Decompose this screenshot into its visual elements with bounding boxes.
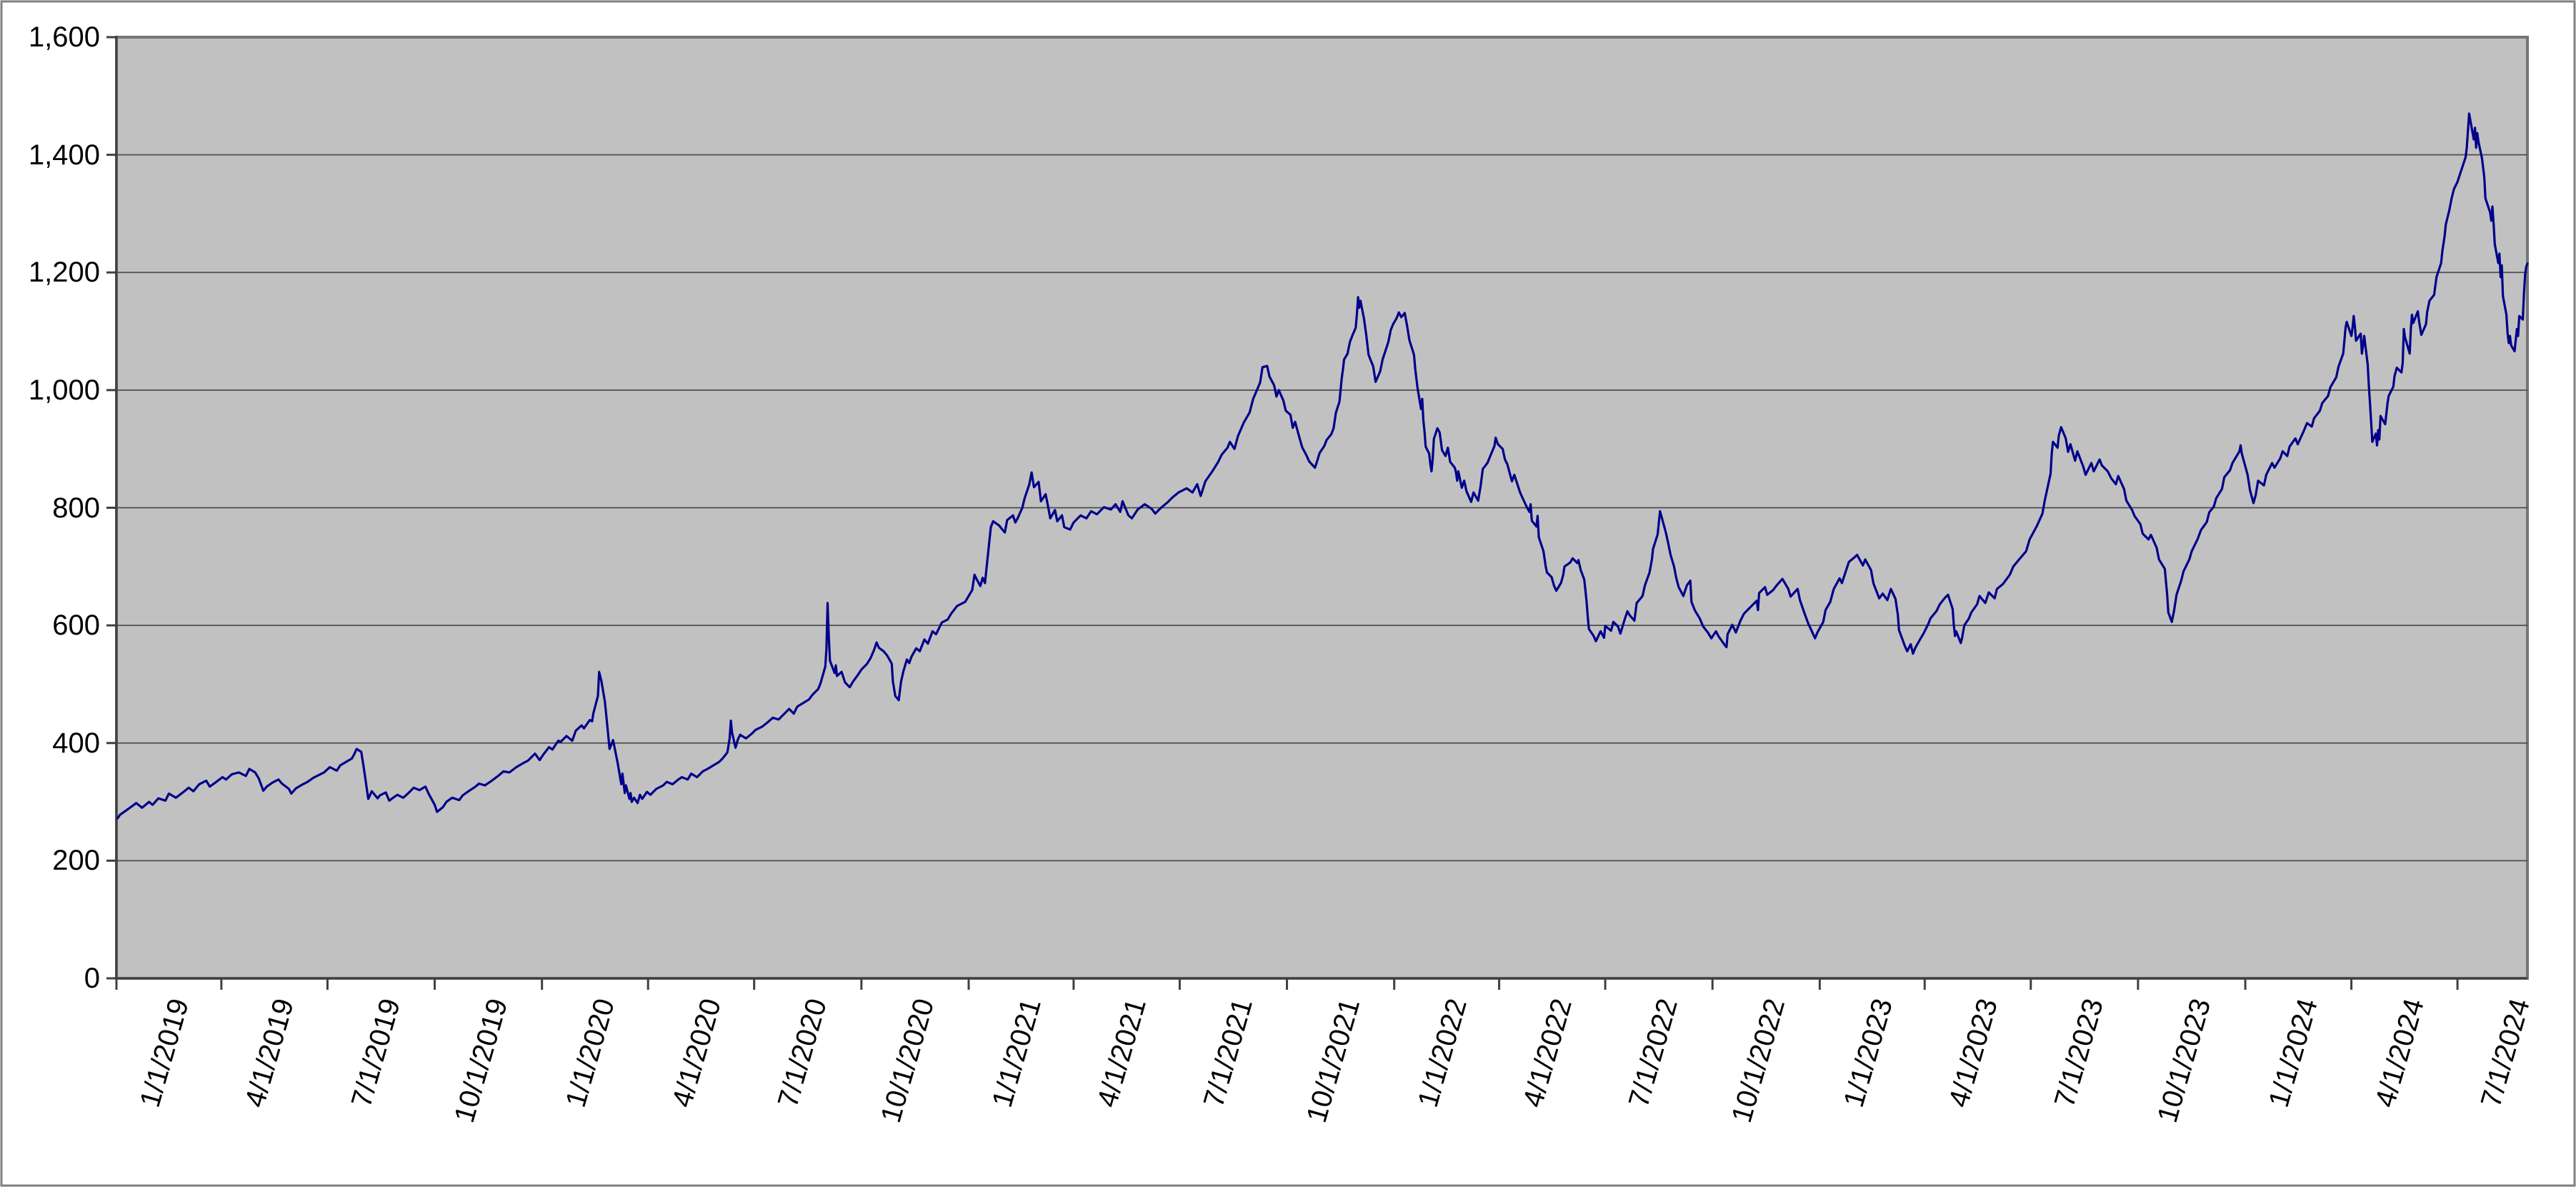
- y-axis-ticks: [106, 36, 116, 980]
- price-line[interactable]: [116, 112, 2529, 820]
- x-axis-ticks: [115, 978, 2459, 990]
- y-axis-tick-label: 1,200: [28, 257, 100, 289]
- y-axis-tick-label: 400: [52, 727, 100, 759]
- y-gridlines: [116, 154, 2527, 862]
- y-axis-tick-label: 600: [52, 610, 100, 642]
- y-axis-tick-label: 1,400: [28, 139, 100, 171]
- y-axis-tick-label: 200: [52, 845, 100, 877]
- y-axis-tick-label: 0: [84, 963, 100, 994]
- y-axis-tick-label: 800: [52, 492, 100, 524]
- y-axis-tick-label: 1,000: [28, 374, 100, 406]
- y-axis-tick-label: 1,600: [28, 21, 100, 53]
